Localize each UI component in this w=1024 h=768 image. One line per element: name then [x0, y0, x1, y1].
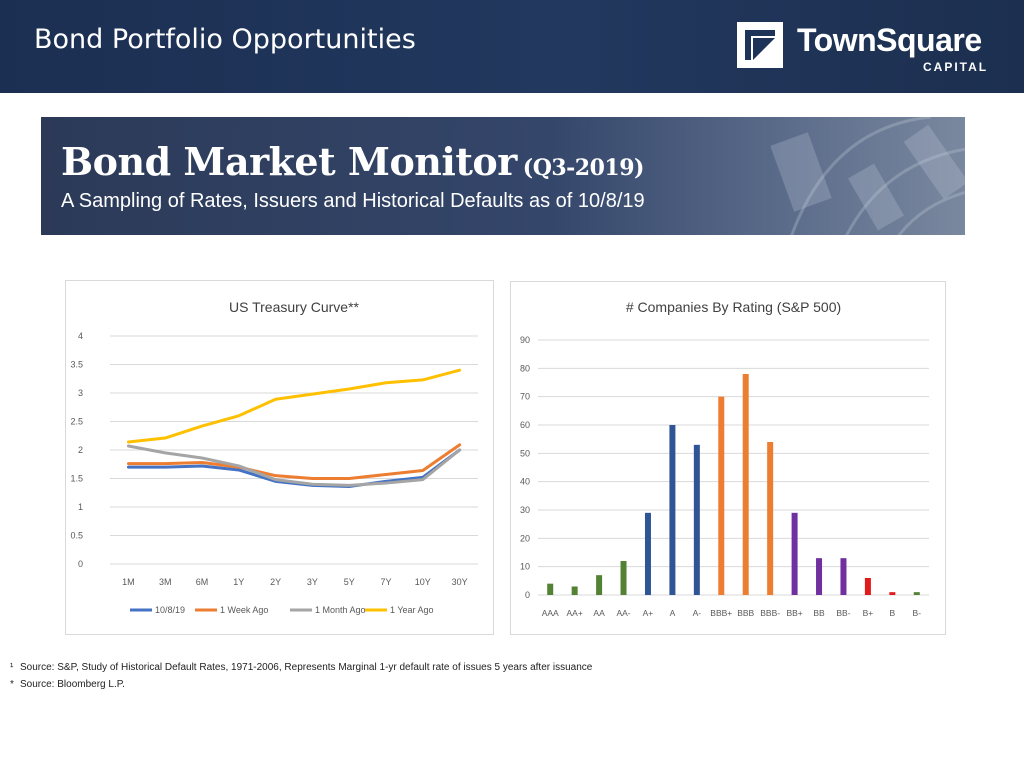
x-tick-label: AA- [616, 608, 630, 618]
y-tick-label: 80 [520, 363, 530, 373]
y-tick-label: 40 [520, 477, 530, 487]
bar [669, 425, 676, 595]
footnote-1-mark: ¹ [10, 662, 14, 673]
logo-subtitle: CAPITAL [923, 60, 989, 74]
banner-title-suffix: (Q3-2019) [522, 155, 645, 181]
x-tick-label: 2Y [270, 577, 281, 587]
y-tick-label: 3 [78, 388, 83, 398]
x-tick-label: A- [693, 608, 702, 618]
x-tick-label: BBB- [760, 608, 780, 618]
y-tick-label: 0.5 [70, 531, 83, 541]
x-tick-label: 5Y [344, 577, 355, 587]
bar [644, 512, 651, 595]
y-tick-label: 0 [525, 590, 530, 600]
x-tick-label: AAA [542, 608, 559, 618]
x-tick-label: B [890, 608, 896, 618]
x-tick-label: 3M [159, 577, 172, 587]
companies-by-rating-chart: # Companies By Rating (S&P 500) 0 10 20 30 40… [510, 281, 946, 635]
y-tick-label: 2.5 [70, 417, 83, 427]
bar [913, 592, 920, 595]
footnotes: ¹ Source: S&P, Study of Historical Defaul… [10, 659, 592, 693]
legend-label: 1 Year Ago [390, 605, 434, 615]
y-tick-label: 1.5 [70, 474, 83, 484]
legend-label: 1 Month Ago [315, 605, 366, 615]
series-line [126, 443, 462, 480]
y-tick-label: 1 [78, 502, 83, 512]
footnote-2: * Source: Bloomberg L.P. [10, 676, 592, 693]
x-tick-label: B+ [863, 608, 874, 618]
y-tick-label: 10 [520, 562, 530, 572]
y-tick-label: 20 [520, 533, 530, 543]
y-tick-label: 3.5 [70, 360, 83, 370]
legend-label: 10/8/19 [155, 605, 185, 615]
y-tick-label: 2 [78, 445, 83, 455]
treasury-curve-chart: US Treasury Curve** 0 0.5 1 1.5 2 2.5 3 3.5 4 1M 3M… [65, 280, 494, 635]
series-line [126, 368, 462, 444]
bar [596, 575, 603, 595]
x-tick-label: 7Y [380, 577, 391, 587]
y-tick-label: 50 [520, 448, 530, 458]
y-tick-label: 70 [520, 392, 530, 402]
y-tick-label: 0 [78, 559, 83, 569]
bar [767, 442, 774, 595]
banner-title: Bond Market Monitor (Q3-2019) [61, 139, 644, 184]
bond-market-monitor-banner: Bond Market Monitor (Q3-2019) A Sampling … [41, 117, 965, 235]
bar [571, 586, 578, 595]
townsquare-logo: TownSquare CAPITAL [735, 18, 995, 76]
footnote-1: ¹ Source: S&P, Study of Historical Defaul… [10, 659, 592, 676]
bar [620, 561, 627, 595]
footnote-1-text: Source: S&P, Study of Historical Default… [20, 662, 593, 673]
footnote-2-mark: * [10, 679, 14, 690]
banner-background-decoration [771, 117, 965, 235]
slide-title: Bond Portfolio Opportunities [34, 24, 416, 55]
bar [864, 578, 871, 595]
companies-by-rating-svg: # Companies By Rating (S&P 500) 0 10 20 30 40… [520, 299, 929, 618]
logo-name: TownSquare [797, 22, 982, 58]
bar [791, 512, 798, 595]
x-tick-label: BBB [737, 608, 754, 618]
x-tick-label: BB+ [786, 608, 802, 618]
y-tick-label: 90 [520, 335, 530, 345]
x-tick-label: 1Y [233, 577, 244, 587]
x-tick-label: BB [813, 608, 825, 618]
bar [889, 592, 896, 595]
bar [547, 583, 554, 595]
x-tick-label: A+ [643, 608, 654, 618]
y-tick-label: 60 [520, 420, 530, 430]
x-tick-label: AA [593, 608, 605, 618]
bar [742, 374, 749, 595]
bar [840, 558, 847, 595]
legend-label: 1 Week Ago [220, 605, 268, 615]
chart-title: US Treasury Curve** [229, 299, 359, 315]
bar [816, 558, 823, 595]
x-tick-label: 6M [196, 577, 209, 587]
bar [718, 396, 725, 595]
banner-subtitle: A Sampling of Rates, Issuers and Histori… [61, 190, 645, 212]
x-tick-label: AA+ [567, 608, 583, 618]
x-tick-label: BBB+ [710, 608, 732, 618]
bar [693, 444, 700, 595]
x-tick-label: 1M [122, 577, 135, 587]
x-tick-label: A [670, 608, 676, 618]
footnote-2-text: Source: Bloomberg L.P. [20, 679, 125, 690]
series-line [126, 444, 462, 487]
x-tick-label: B- [913, 608, 922, 618]
banner-title-main: Bond Market Monitor [61, 139, 517, 184]
x-tick-label: 10Y [415, 577, 431, 587]
y-tick-label: 30 [520, 505, 530, 515]
x-tick-label: BB- [836, 608, 850, 618]
treasury-curve-svg: US Treasury Curve** 0 0.5 1 1.5 2 2.5 3 3.5 4 1M 3M… [70, 299, 478, 615]
chart-title: # Companies By Rating (S&P 500) [626, 299, 841, 315]
x-tick-label: 30Y [452, 577, 468, 587]
header-bar: Bond Portfolio Opportunities TownSquare … [0, 0, 1024, 93]
y-tick-label: 4 [78, 331, 83, 341]
x-tick-label: 3Y [307, 577, 318, 587]
townsquare-logo-mark-icon [737, 22, 783, 68]
